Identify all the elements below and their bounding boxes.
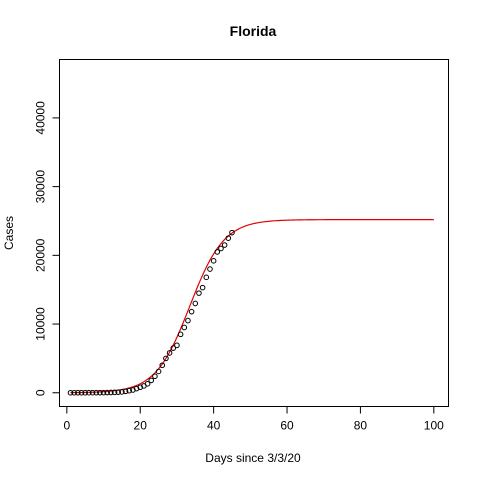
x-tick-label: 40 bbox=[207, 419, 221, 433]
data-point bbox=[221, 242, 228, 248]
plot-area bbox=[59, 59, 449, 407]
data-point bbox=[144, 381, 151, 387]
x-tick-label: 0 bbox=[63, 419, 70, 433]
x-axis-label: Days since 3/3/20 bbox=[205, 451, 301, 465]
data-point bbox=[229, 229, 235, 236]
data-point bbox=[174, 342, 180, 349]
x-tick-label: 80 bbox=[354, 419, 368, 433]
data-point bbox=[192, 300, 199, 307]
chart-title: Florida bbox=[230, 23, 277, 39]
data-point bbox=[111, 389, 118, 396]
y-tick-label: 0 bbox=[34, 389, 48, 396]
data-point bbox=[196, 290, 202, 296]
data-point bbox=[170, 345, 177, 351]
data-point bbox=[82, 389, 88, 396]
data-point bbox=[100, 389, 107, 396]
data-point bbox=[86, 389, 92, 396]
data-point bbox=[97, 389, 103, 396]
data-point bbox=[218, 245, 224, 252]
y-tick-label: 40000 bbox=[34, 101, 48, 135]
data-points bbox=[67, 229, 235, 396]
data-point bbox=[207, 266, 213, 272]
data-point bbox=[199, 284, 206, 291]
data-point bbox=[210, 258, 217, 264]
y-tick-label: 10000 bbox=[34, 307, 48, 341]
data-point bbox=[126, 387, 133, 394]
data-point bbox=[71, 389, 77, 396]
fit-curve bbox=[70, 219, 434, 394]
data-point bbox=[225, 235, 232, 241]
x-axis: 0 20 40 60 80 100 bbox=[63, 406, 444, 433]
data-point bbox=[177, 331, 184, 338]
data-point bbox=[115, 389, 122, 395]
data-point bbox=[214, 249, 221, 255]
data-point bbox=[188, 308, 195, 315]
data-point bbox=[181, 324, 188, 331]
x-tick-label: 60 bbox=[280, 419, 294, 433]
data-point bbox=[203, 274, 210, 281]
data-point bbox=[155, 368, 162, 375]
data-point bbox=[148, 377, 155, 384]
data-point bbox=[75, 389, 81, 396]
y-tick-label: 20000 bbox=[34, 238, 48, 272]
data-point bbox=[122, 388, 129, 395]
y-axis: 0 10000 20000 30000 40000 bbox=[34, 101, 60, 396]
data-point bbox=[185, 317, 191, 324]
data-point bbox=[108, 389, 114, 396]
data-point bbox=[152, 373, 158, 380]
data-point bbox=[104, 389, 111, 396]
data-point bbox=[89, 389, 96, 396]
data-point bbox=[119, 389, 125, 395]
x-tick-label: 20 bbox=[134, 419, 148, 433]
data-point bbox=[78, 389, 85, 396]
data-point bbox=[67, 389, 74, 396]
data-point bbox=[166, 350, 173, 356]
data-point bbox=[159, 362, 166, 369]
data-point bbox=[163, 355, 169, 362]
x-tick-label: 100 bbox=[424, 419, 444, 433]
data-point bbox=[93, 389, 99, 396]
y-tick-label: 30000 bbox=[34, 170, 48, 204]
y-axis-label: Cases bbox=[2, 216, 16, 250]
